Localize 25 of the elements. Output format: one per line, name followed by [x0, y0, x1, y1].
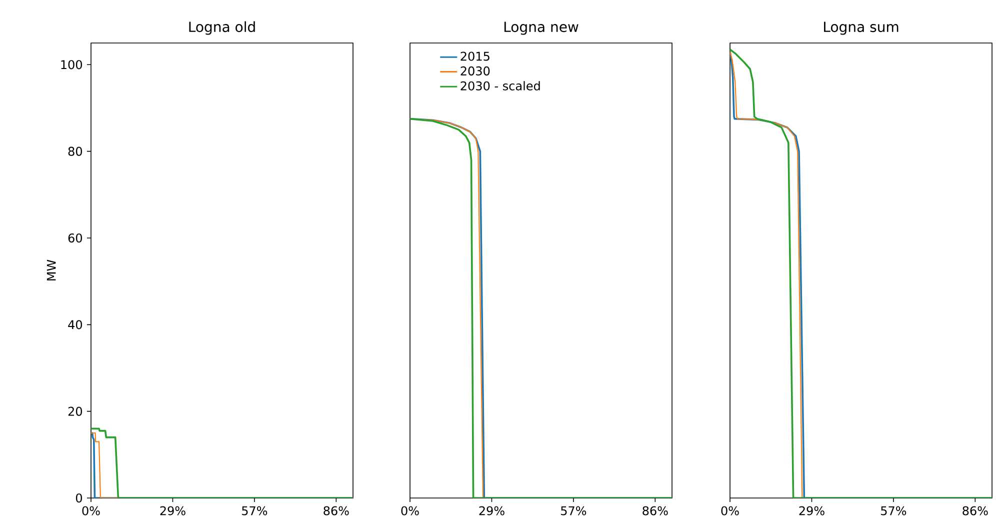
y-tick-label: 80	[68, 146, 82, 156]
x-tick-label: 86%	[642, 506, 668, 516]
x-tick-label: 86%	[324, 506, 349, 516]
x-tick-label: 29%	[160, 506, 186, 516]
y-tick-label: 40	[68, 320, 82, 330]
legend-label: 2030	[460, 66, 490, 76]
x-tick-label: 0%	[401, 506, 419, 516]
x-tick-label: 29%	[479, 506, 504, 516]
x-tick-label: 57%	[881, 506, 906, 516]
y-tick-label: 100	[61, 60, 82, 70]
x-tick-label: 0%	[721, 506, 739, 516]
chart-title: Logna new	[504, 22, 578, 35]
x-tick-label: 0%	[82, 506, 100, 516]
chart-title: Logna sum	[824, 22, 898, 35]
y-tick-label: 60	[68, 233, 82, 243]
legend-label: 2015	[460, 52, 490, 61]
x-tick-label: 57%	[242, 506, 268, 516]
y-tick-label: 0	[76, 493, 82, 503]
legend-label: 2030 - scaled	[460, 81, 540, 90]
x-tick-label: 86%	[962, 506, 988, 516]
x-tick-label: 57%	[561, 506, 586, 516]
chart-title: Logna old	[189, 21, 255, 35]
x-tick-label: 29%	[799, 506, 824, 516]
y-tick-label: 20	[68, 406, 82, 416]
y-axis-title: MW	[46, 260, 56, 280]
